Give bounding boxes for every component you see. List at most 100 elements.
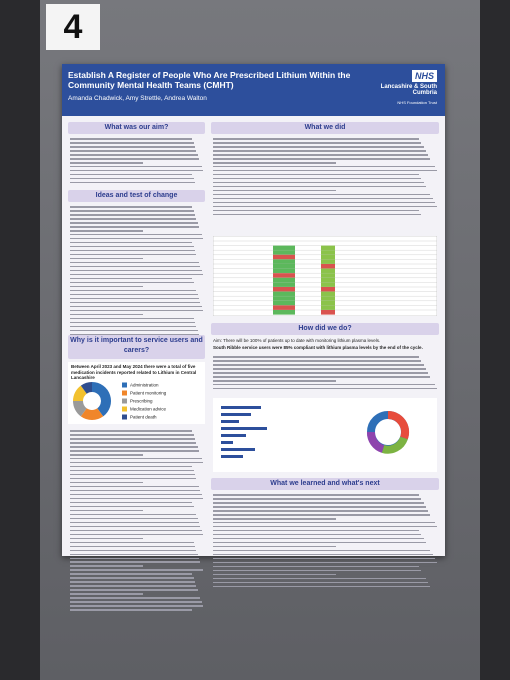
text-line — [70, 138, 193, 140]
status-cell — [273, 305, 295, 310]
section-heading: What was our aim? — [68, 122, 205, 134]
text-line — [70, 593, 144, 595]
text-line — [213, 359, 422, 362]
text-line — [213, 387, 437, 390]
text-line — [70, 273, 203, 276]
text-line — [70, 325, 197, 328]
status-cell — [273, 259, 295, 264]
text-line — [213, 585, 431, 588]
text-line — [70, 261, 199, 264]
legend-label: Prescribing — [130, 399, 153, 404]
text-line — [70, 485, 199, 488]
text-line — [213, 157, 431, 160]
section-heading: What we did — [211, 122, 439, 134]
text-line — [213, 205, 437, 208]
text-line — [70, 581, 196, 583]
text-line — [213, 553, 433, 556]
text-line — [70, 549, 197, 552]
text-line — [70, 249, 196, 252]
status-cell — [321, 264, 335, 269]
text-line — [70, 605, 203, 607]
text-line — [70, 437, 196, 440]
text-line — [213, 189, 337, 192]
text-line — [70, 509, 144, 512]
legend-swatch — [122, 414, 127, 420]
text-line — [70, 145, 196, 148]
authors: Amanda Chadwick, Amy Strettle, Andrea Wa… — [68, 95, 207, 102]
status-cell — [273, 254, 295, 260]
text-line — [70, 461, 203, 464]
text-line — [70, 430, 193, 432]
pie-chart: Administration Patient monitoring Prescrib… — [73, 382, 167, 420]
text-line — [70, 441, 197, 444]
text-line — [70, 253, 197, 256]
text-line — [70, 513, 197, 516]
text-line — [213, 177, 422, 180]
text-line — [70, 501, 193, 504]
pie-slice — [80, 382, 92, 394]
text-line — [70, 293, 198, 296]
text-line — [70, 169, 203, 172]
chart-title: Between April 2023 and May 2024 there we… — [71, 364, 197, 380]
poster: Establish A Register of People Who Are P… — [62, 64, 445, 611]
text-line — [213, 513, 431, 516]
text-line — [213, 577, 426, 580]
text-line — [70, 321, 196, 324]
status-cell — [321, 250, 335, 255]
text-line — [213, 141, 422, 144]
text-line — [70, 569, 203, 572]
trust-name: Lancashire & South Cumbria — [380, 84, 437, 96]
text-line — [70, 589, 198, 591]
status-cell — [321, 282, 335, 287]
text-line — [70, 561, 201, 564]
text-line — [70, 309, 203, 312]
body-text — [213, 138, 437, 216]
text-line — [70, 601, 202, 603]
section-heading: Why is it important to service users and… — [68, 335, 205, 359]
text-line — [213, 185, 426, 188]
text-line — [70, 557, 199, 560]
text-line — [70, 161, 144, 164]
legend-label: Medication advice — [130, 407, 167, 412]
pie-slice — [73, 385, 87, 401]
status-cell — [321, 310, 335, 315]
text-line — [70, 577, 194, 580]
text-line — [213, 181, 424, 184]
text-line — [213, 383, 435, 386]
text-line — [70, 449, 199, 452]
text-line — [70, 149, 197, 152]
status-cell — [321, 254, 335, 260]
chart-panel: Between April 2023 and May 2024 there we… — [68, 362, 205, 424]
status-cell — [321, 273, 335, 278]
text-line — [70, 285, 144, 288]
nhs-logo: NHS — [411, 70, 437, 82]
status-cell — [273, 296, 295, 301]
text-line — [70, 433, 194, 436]
text-line — [213, 375, 431, 378]
text-line — [70, 241, 193, 244]
text-line — [70, 217, 197, 220]
text-line — [213, 501, 424, 504]
text-line — [70, 505, 194, 508]
text-line — [70, 541, 194, 544]
text-line — [70, 497, 203, 500]
text-line — [213, 371, 429, 374]
legend-swatch — [122, 406, 127, 412]
status-cell — [273, 310, 295, 315]
text-line — [70, 553, 198, 556]
body-text — [213, 356, 437, 390]
status-cell — [321, 287, 335, 292]
text-line — [213, 165, 435, 168]
text-line — [70, 221, 198, 224]
text-line — [213, 529, 420, 532]
text-line — [70, 469, 194, 472]
text-line — [70, 529, 202, 532]
text-line — [213, 581, 429, 584]
status-cell — [273, 300, 295, 306]
text-line — [70, 141, 194, 144]
status-cell — [273, 250, 295, 255]
text-line — [213, 569, 422, 572]
bullet: South Ribble service users were 85% comp… — [213, 345, 423, 350]
text-line — [213, 161, 337, 164]
text-line — [70, 165, 202, 168]
